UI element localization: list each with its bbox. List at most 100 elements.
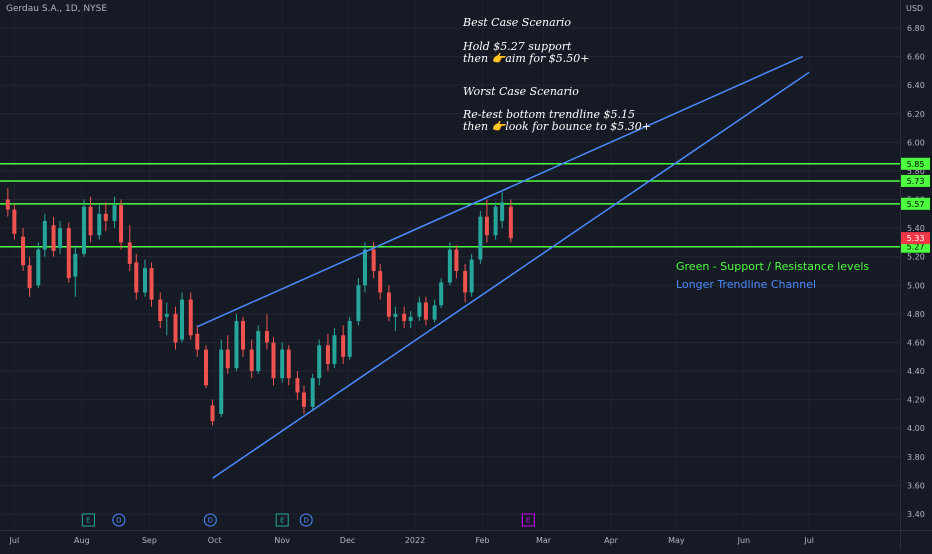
candle-body (88, 206, 93, 236)
candle-body (317, 345, 322, 379)
symbol-title[interactable]: Gerdau S.A., 1D, NYSE (6, 4, 108, 14)
level-tag (901, 157, 930, 170)
candle-body (454, 249, 459, 271)
candle-body (241, 321, 246, 350)
candle-body (508, 206, 513, 239)
best-case-title: Best Case Scenario (463, 16, 572, 29)
y-tick-label: 5.20 (907, 253, 925, 262)
y-tick-label: 6.60 (907, 53, 925, 62)
y-tick-label: 4.20 (907, 396, 925, 405)
candle-body (97, 213, 102, 236)
earnings-marker (275, 513, 289, 527)
candle-body (463, 271, 468, 293)
candle-body (347, 321, 352, 357)
candle-body (493, 206, 498, 236)
candle-body (225, 349, 230, 369)
x-tick-label: Dec (340, 536, 355, 545)
candles-layer (5, 188, 513, 426)
candle-body (66, 228, 71, 279)
candle-body (158, 299, 163, 322)
candle-body (301, 392, 306, 407)
trendline-lower (212, 71, 810, 479)
event-label: D (116, 517, 121, 525)
y-tick-label: 6.00 (907, 138, 925, 147)
candle-body (36, 249, 41, 286)
candle-body (12, 209, 17, 234)
level-tag-label: 5.73 (907, 177, 925, 186)
candle-body (164, 313, 169, 317)
candle-body (180, 299, 185, 340)
candle-body (439, 282, 444, 306)
dividend-marker (203, 513, 217, 527)
level-tag (901, 197, 930, 210)
grid-layer (0, 0, 900, 530)
best-case-line-1: Hold $5.27 support (463, 40, 572, 53)
legend-support-resistance: Green - Support / Resistance levels (676, 260, 870, 273)
earnings-marker (81, 513, 95, 527)
candle-body (280, 349, 285, 379)
y-tick-label: 3.80 (907, 453, 925, 462)
event-label: E (526, 517, 530, 525)
candle-body (478, 216, 483, 260)
candle-body (378, 271, 383, 293)
candle-body (42, 220, 47, 250)
y-tick-label: 5.80 (907, 167, 925, 176)
candle-body (295, 378, 300, 393)
x-tick-label: Mar (536, 536, 552, 545)
candle-body (119, 205, 124, 243)
candle-body (325, 345, 330, 364)
y-tick-label: 4.40 (907, 367, 925, 376)
support-resistance-layer (0, 163, 900, 248)
x-tick-label: May (668, 536, 685, 545)
candle-body (127, 242, 132, 264)
x-tick-label: Sep (142, 536, 157, 545)
y-tick-label: 4.00 (907, 424, 925, 433)
worst-case-line-1: Re-test bottom trendline $5.15 (463, 108, 635, 121)
x-tick-label: Aug (74, 536, 90, 545)
candle-body (27, 265, 32, 289)
candle-body (393, 313, 398, 317)
candle-body (149, 268, 154, 300)
candle-body (21, 236, 26, 266)
candle-body (103, 213, 108, 221)
candle-body (408, 316, 413, 322)
x-tick-label: Apr (604, 536, 619, 545)
y-tick-label: 3.60 (907, 481, 925, 490)
x-tick-label: 2022 (405, 536, 425, 545)
candle-body (386, 292, 391, 317)
worst-case-line-2: then 👉look for bounce to $5.30+ (463, 120, 651, 133)
candle-body (219, 349, 224, 414)
candle-body (51, 225, 56, 251)
level-tag-label: 5.57 (907, 200, 925, 209)
candle-body (447, 249, 452, 283)
y-tick-label: 5.00 (907, 281, 925, 290)
candle-body (5, 199, 10, 210)
candle-body (341, 335, 346, 357)
trendline-upper (196, 55, 803, 328)
candle-body (423, 302, 428, 320)
event-label: E (280, 517, 284, 525)
candle-body (58, 228, 63, 249)
candle-body (362, 249, 367, 286)
candle-body (82, 206, 87, 254)
candle-body (73, 253, 78, 277)
candle-body (112, 205, 117, 221)
candle-body (143, 268, 148, 293)
candle-body (256, 331, 261, 372)
trendline-layer (196, 55, 810, 479)
x-tick-label: Jul (9, 536, 20, 545)
y-tick-label: 6.20 (907, 110, 925, 119)
candle-body (234, 321, 239, 369)
candle-body (417, 302, 422, 317)
event-label: D (303, 517, 308, 525)
candle-body (286, 349, 291, 379)
candle-body (195, 333, 200, 350)
y-tick-label: 6.80 (907, 24, 925, 33)
candle-body (332, 335, 337, 364)
candle-body (188, 299, 193, 336)
worst-case-title: Worst Case Scenario (463, 85, 579, 98)
candle-body (469, 259, 474, 293)
